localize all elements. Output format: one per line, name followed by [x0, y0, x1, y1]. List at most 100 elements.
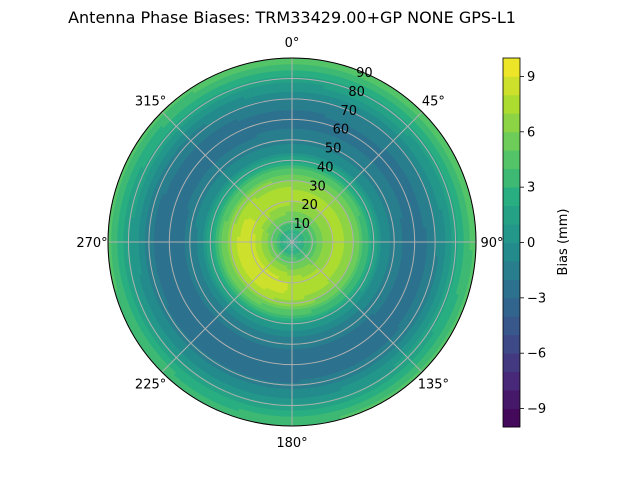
- contour-cell: [293, 253, 296, 258]
- contour-cell: [277, 246, 282, 250]
- contour-cell: [302, 246, 307, 250]
- contour-cell: [281, 247, 286, 251]
- contour-cell: [279, 243, 284, 246]
- contour-cell: [284, 265, 288, 270]
- contour-cell: [277, 247, 282, 251]
- contour-cell: [283, 248, 287, 253]
- contour-cell: [267, 235, 272, 238]
- contour-cell: [276, 243, 281, 246]
- contour-cell: [286, 250, 289, 255]
- contour-cell: [292, 244, 295, 249]
- contour-cell: [286, 226, 289, 231]
- contour-cell: [281, 251, 285, 255]
- contour-cell: [295, 230, 298, 234]
- contour-cell: [286, 238, 290, 241]
- contour-cell: [273, 236, 278, 239]
- contour-cell: [299, 246, 304, 249]
- contour-cell: [295, 240, 299, 242]
- contour-cell: [282, 238, 287, 241]
- contour-cell: [284, 252, 288, 257]
- contour-cell: [283, 237, 287, 240]
- contour-cell: [285, 256, 288, 261]
- contour-cell: [299, 251, 303, 255]
- contour-cell: [294, 250, 297, 255]
- contour-cell: [283, 255, 286, 260]
- contour-cell: [301, 249, 305, 253]
- contour-cell: [289, 235, 292, 240]
- contour-cell: [300, 239, 305, 241]
- contour-cell: [300, 245, 304, 248]
- contour-cell: [285, 239, 290, 241]
- contour-cell: [303, 237, 308, 240]
- contour-cell: [298, 225, 302, 229]
- contour-cell: [294, 223, 297, 228]
- contour-cell: [280, 246, 285, 250]
- contour-cell: [283, 249, 287, 253]
- contour-cell: [297, 237, 301, 240]
- contour-cell: [286, 247, 289, 251]
- contour-cell: [298, 255, 301, 260]
- contour-cell: [293, 247, 296, 252]
- contour-cell: [282, 251, 286, 256]
- contour-cell: [298, 261, 302, 266]
- contour-cell: [295, 229, 298, 234]
- contour-cell: [286, 243, 290, 246]
- contour-cell: [283, 231, 287, 236]
- contour-cell: [295, 250, 298, 255]
- contour-cell: [301, 232, 306, 236]
- contour-cell: [295, 217, 298, 222]
- contour-cell: [294, 238, 299, 241]
- contour-cell: [276, 239, 280, 241]
- contour-cell: [288, 226, 291, 231]
- contour-cell: [284, 249, 288, 253]
- contour-cell: [287, 247, 290, 251]
- contour-cell: [286, 233, 289, 237]
- contour-cell: [284, 230, 288, 235]
- contour-cell: [288, 236, 291, 240]
- contour-cell: [290, 235, 292, 240]
- contour-cell: [283, 268, 287, 273]
- contour-cell: [296, 214, 300, 219]
- contour-cell: [284, 227, 288, 232]
- contour-cell: [296, 230, 300, 235]
- contour-cell: [261, 232, 266, 236]
- contour-cell: [312, 245, 317, 248]
- contour-cell: [303, 236, 308, 239]
- contour-cell: [312, 246, 317, 249]
- contour-cell: [296, 256, 299, 261]
- contour-cell: [296, 249, 300, 253]
- contour-cell: [281, 233, 286, 237]
- contour-cell: [288, 229, 291, 234]
- contour-cell: [292, 244, 294, 249]
- contour-cell: [303, 245, 308, 248]
- contour-cell: [296, 231, 300, 235]
- contour-cell: [297, 237, 302, 240]
- contour-cell: [300, 237, 305, 240]
- contour-cell: [276, 238, 281, 241]
- contour-cell: [285, 223, 288, 228]
- contour-cell: [297, 248, 301, 253]
- contour-cell: [296, 235, 300, 239]
- contour-cell: [287, 229, 290, 234]
- contour-cell: [286, 250, 289, 254]
- contour-cell: [297, 249, 301, 253]
- contour-cell: [284, 231, 288, 235]
- contour-cell: [279, 238, 284, 241]
- contour-cell: [286, 230, 289, 234]
- contour-cell: [278, 232, 283, 236]
- contour-cell: [294, 243, 299, 246]
- contour-cell: [288, 247, 291, 252]
- contour-cell: [294, 250, 297, 255]
- contour-cell: [294, 247, 297, 252]
- chart-title: Antenna Phase Biases: TRM33429.00+GP NON…: [68, 8, 516, 27]
- contour-cell: [305, 248, 309, 252]
- contour-cell: [294, 253, 297, 258]
- contour-cell: [293, 232, 296, 237]
- contour-cell: [293, 235, 295, 240]
- contour-cell: [295, 223, 298, 228]
- contour-cell: [288, 250, 291, 255]
- contour-cell: [283, 245, 287, 248]
- contour-cell: [296, 217, 299, 222]
- contour-cell: [305, 248, 310, 251]
